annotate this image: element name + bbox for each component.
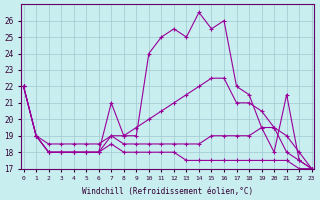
X-axis label: Windchill (Refroidissement éolien,°C): Windchill (Refroidissement éolien,°C) [82, 187, 253, 196]
